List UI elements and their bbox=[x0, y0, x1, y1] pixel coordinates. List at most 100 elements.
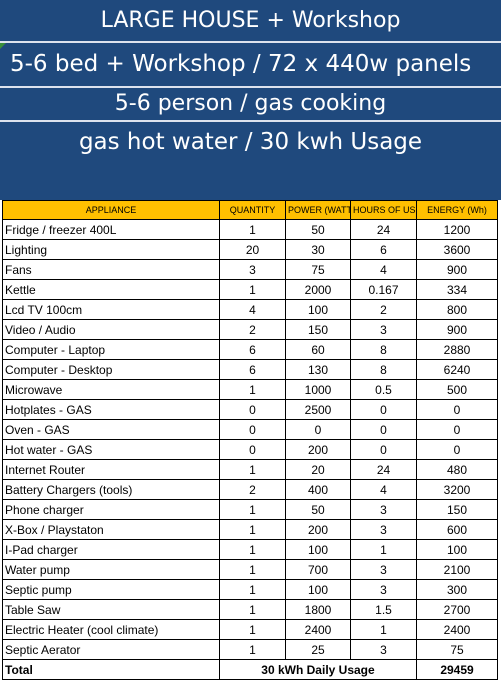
hours-cell: 1 bbox=[350, 619, 417, 640]
appliance-cell: Table Saw bbox=[2, 599, 220, 620]
quantity-cell: 1 bbox=[219, 519, 286, 540]
appliance-cell: Video / Audio bbox=[2, 319, 220, 340]
energy-cell: 100 bbox=[416, 539, 498, 560]
appliance-table: APPLIANCE QUANTITY POWER (WATTS) HOURS O… bbox=[2, 200, 498, 680]
quantity-cell: 6 bbox=[219, 339, 286, 360]
quantity-cell: 1 bbox=[219, 219, 286, 240]
table-header-row: APPLIANCE QUANTITY POWER (WATTS) HOURS O… bbox=[2, 200, 498, 220]
power-cell: 700 bbox=[285, 559, 351, 580]
appliance-cell: Hotplates - GAS bbox=[2, 399, 220, 420]
hours-cell: 8 bbox=[350, 359, 417, 380]
header-power: POWER (WATTS) bbox=[285, 200, 351, 220]
table-row: Table Saw 1 1800 1.5 2700 bbox=[2, 599, 498, 620]
hours-cell: 3 bbox=[350, 559, 417, 580]
appliance-cell: Electric Heater (cool climate) bbox=[2, 619, 220, 640]
table-row: Phone charger 1 50 3 150 bbox=[2, 499, 498, 520]
table-row: X-Box / Playstaton 1 200 3 600 bbox=[2, 519, 498, 540]
table-row: Electric Heater (cool climate) 1 2400 1 2400 bbox=[2, 619, 498, 640]
power-cell: 50 bbox=[285, 499, 351, 520]
appliance-cell: Fridge / freezer 400L bbox=[2, 219, 220, 240]
appliance-cell: Septic Aerator bbox=[2, 639, 220, 660]
table-row: I-Pad charger 1 100 1 100 bbox=[2, 539, 498, 560]
energy-cell: 75 bbox=[416, 639, 498, 660]
appliance-cell: Battery Chargers (tools) bbox=[2, 479, 220, 500]
quantity-cell: 2 bbox=[219, 479, 286, 500]
hours-cell: 6 bbox=[350, 239, 417, 260]
table-row: Hot water - GAS 0 200 0 0 bbox=[2, 439, 498, 460]
energy-cell: 3600 bbox=[416, 239, 498, 260]
energy-cell: 300 bbox=[416, 579, 498, 600]
header-quantity: QUANTITY bbox=[219, 200, 286, 220]
power-cell: 1800 bbox=[285, 599, 351, 620]
hours-cell: 3 bbox=[350, 519, 417, 540]
quantity-cell: 6 bbox=[219, 359, 286, 380]
total-row: Total 30 kWh Daily Usage 29459 bbox=[2, 659, 498, 680]
energy-cell: 2880 bbox=[416, 339, 498, 360]
appliance-cell: Lighting bbox=[2, 239, 220, 260]
energy-cell: 1200 bbox=[416, 219, 498, 240]
table-row: Oven - GAS 0 0 0 0 bbox=[2, 419, 498, 440]
table-row: Septic pump 1 100 3 300 bbox=[2, 579, 498, 600]
header-energy: ENERGY (Wh) bbox=[416, 200, 498, 220]
quantity-cell: 20 bbox=[219, 239, 286, 260]
quantity-cell: 4 bbox=[219, 299, 286, 320]
title-banner: LARGE HOUSE + Workshop bbox=[0, 0, 501, 41]
quantity-cell: 3 bbox=[219, 259, 286, 280]
table-row: Video / Audio 2 150 3 900 bbox=[2, 319, 498, 340]
energy-cell: 480 bbox=[416, 459, 498, 480]
power-cell: 30 bbox=[285, 239, 351, 260]
appliance-cell: Water pump bbox=[2, 559, 220, 580]
banner-divider bbox=[0, 120, 501, 122]
power-cell: 0 bbox=[285, 419, 351, 440]
table-row: Computer - Laptop 6 60 8 2880 bbox=[2, 339, 498, 360]
quantity-cell: 1 bbox=[219, 279, 286, 300]
quantity-cell: 1 bbox=[219, 499, 286, 520]
quantity-cell: 1 bbox=[219, 559, 286, 580]
energy-cell: 2700 bbox=[416, 599, 498, 620]
table-row: Hotplates - GAS 0 2500 0 0 bbox=[2, 399, 498, 420]
banner-divider bbox=[0, 86, 501, 88]
power-cell: 130 bbox=[285, 359, 351, 380]
quantity-cell: 1 bbox=[219, 599, 286, 620]
hours-cell: 24 bbox=[350, 219, 417, 240]
power-cell: 200 bbox=[285, 439, 351, 460]
banner-divider bbox=[0, 41, 501, 43]
power-cell: 400 bbox=[285, 479, 351, 500]
energy-cell: 900 bbox=[416, 319, 498, 340]
hours-cell: 3 bbox=[350, 319, 417, 340]
appliance-cell: Fans bbox=[2, 259, 220, 280]
header-appliance: APPLIANCE bbox=[2, 200, 220, 220]
power-cell: 25 bbox=[285, 639, 351, 660]
energy-cell: 2400 bbox=[416, 619, 498, 640]
hours-cell: 24 bbox=[350, 459, 417, 480]
appliance-cell: Septic pump bbox=[2, 579, 220, 600]
quantity-cell: 1 bbox=[219, 459, 286, 480]
quantity-cell: 0 bbox=[219, 419, 286, 440]
energy-cell: 6240 bbox=[416, 359, 498, 380]
power-cell: 50 bbox=[285, 219, 351, 240]
hours-cell: 3 bbox=[350, 499, 417, 520]
table-row: Microwave 1 1000 0.5 500 bbox=[2, 379, 498, 400]
energy-cell: 0 bbox=[416, 399, 498, 420]
total-label: Total bbox=[2, 659, 220, 680]
table-row: Water pump 1 700 3 2100 bbox=[2, 559, 498, 580]
hours-cell: 4 bbox=[350, 259, 417, 280]
energy-cell: 3200 bbox=[416, 479, 498, 500]
appliance-cell: Lcd TV 100cm bbox=[2, 299, 220, 320]
energy-cell: 2100 bbox=[416, 559, 498, 580]
power-cell: 2000 bbox=[285, 279, 351, 300]
hours-cell: 4 bbox=[350, 479, 417, 500]
power-cell: 100 bbox=[285, 299, 351, 320]
power-cell: 60 bbox=[285, 339, 351, 360]
title-text: LARGE HOUSE + Workshop bbox=[100, 8, 401, 33]
power-cell: 2400 bbox=[285, 619, 351, 640]
subtitle-banner-bed: 5-6 bed + Workshop / 72 x 440w panels bbox=[0, 43, 501, 86]
appliance-cell: Internet Router bbox=[2, 459, 220, 480]
appliance-cell: X-Box / Playstaton bbox=[2, 519, 220, 540]
appliance-cell: Computer - Laptop bbox=[2, 339, 220, 360]
energy-cell: 800 bbox=[416, 299, 498, 320]
table-row: Fans 3 75 4 900 bbox=[2, 259, 498, 280]
appliance-cell: Phone charger bbox=[2, 499, 220, 520]
quantity-cell: 1 bbox=[219, 379, 286, 400]
quantity-cell: 1 bbox=[219, 539, 286, 560]
